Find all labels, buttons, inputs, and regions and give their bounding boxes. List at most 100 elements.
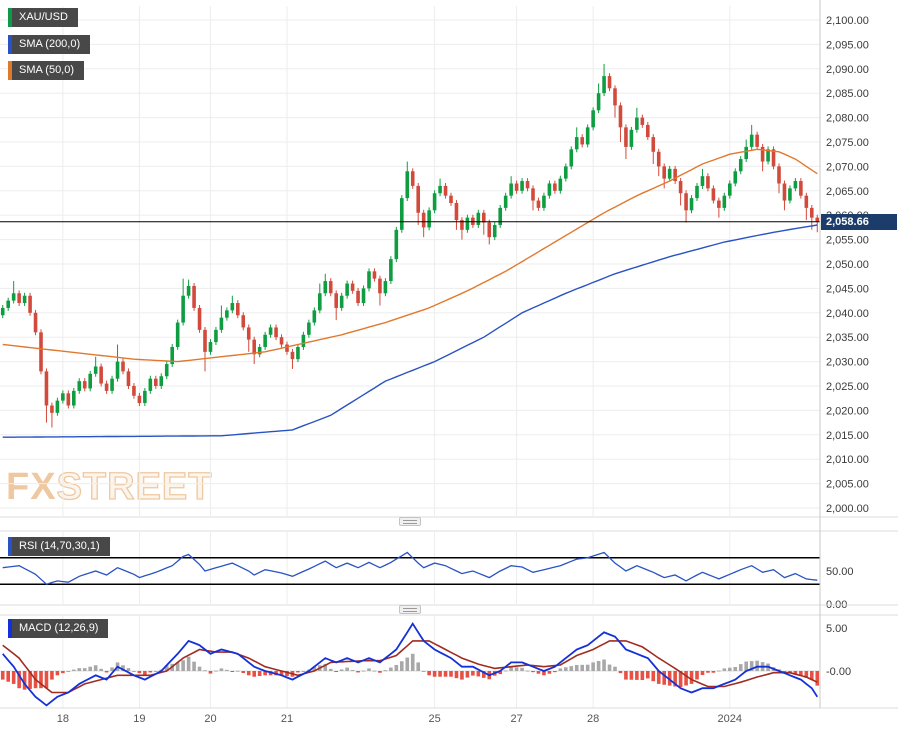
candle [432, 190, 437, 214]
candle [410, 168, 415, 189]
macd-axis-label: -0.00 [826, 666, 851, 678]
time-axis-label: 2024 [718, 713, 742, 725]
candle [613, 85, 617, 118]
candle [722, 192, 727, 211]
sma-50-line [2, 148, 818, 363]
price-axis-label: 2,065.00 [826, 186, 869, 198]
macd-line [2, 622, 819, 707]
candle [99, 363, 103, 387]
candle [449, 192, 453, 206]
candle [405, 161, 410, 202]
candle [525, 178, 530, 192]
candle [246, 324, 251, 352]
candle [700, 168, 705, 189]
candle [192, 283, 196, 311]
candle [749, 124, 754, 150]
price-axis-label: 2,030.00 [826, 357, 869, 369]
candle [591, 107, 595, 131]
sma50-accent-swatch [8, 61, 12, 80]
candle [799, 178, 803, 199]
rsi-axis-label: 50.00 [826, 566, 854, 578]
candle [301, 331, 306, 350]
candle [394, 226, 399, 263]
candle [689, 195, 694, 214]
main-chart-plot-area[interactable] [0, 4, 820, 516]
candle [82, 378, 87, 392]
candle [509, 176, 513, 199]
sma50-legend[interactable]: SMA (50,0) [8, 61, 85, 80]
candle [328, 278, 333, 297]
candle [6, 297, 10, 311]
sma200-legend[interactable]: SMA (200,0) [8, 35, 91, 54]
price-axis-label: 2,015.00 [826, 430, 869, 442]
macd-legend[interactable]: MACD (12,26,9) [8, 619, 109, 638]
candle [815, 214, 820, 233]
candle [629, 126, 634, 150]
time-axis-label: 20 [204, 713, 216, 725]
rsi-legend[interactable]: RSI (14,70,30,1) [8, 537, 110, 556]
candle [219, 305, 224, 333]
sma50-label: SMA (50,0) [19, 64, 75, 76]
symbol-legend[interactable]: XAU/USD [8, 8, 78, 27]
rsi-label: RSI (14,70,30,1) [19, 540, 100, 552]
candle [492, 222, 497, 241]
candle [268, 324, 273, 338]
candle [143, 387, 147, 407]
candle [476, 209, 481, 228]
macd-axis-label: 5.00 [826, 623, 847, 635]
candle [197, 304, 202, 333]
candle [804, 192, 809, 221]
macd-label: MACD (12,26,9) [19, 622, 99, 634]
gridlines [0, 6, 820, 708]
price-axis-label: 2,040.00 [826, 308, 869, 320]
candle [531, 185, 535, 211]
candle [17, 290, 21, 306]
candle [514, 180, 519, 194]
candle [454, 200, 459, 230]
candle [137, 392, 142, 407]
price-axis-label: 2,070.00 [826, 161, 869, 173]
time-axis[interactable] [0, 708, 820, 731]
candle [651, 134, 656, 164]
price-axis-label: 2,085.00 [826, 88, 869, 100]
candle [208, 339, 213, 355]
candle [285, 341, 289, 355]
candle [252, 336, 256, 365]
sma200-accent-swatch [8, 35, 12, 54]
candle [367, 268, 371, 292]
macd-panel-area[interactable] [0, 616, 820, 708]
candle [356, 287, 360, 306]
candle [782, 180, 787, 211]
candle [126, 368, 131, 389]
candle [39, 329, 43, 375]
panel-resize-handle-rsi-macd[interactable] [399, 605, 421, 614]
candle [33, 309, 38, 336]
candle [66, 390, 71, 409]
candle [760, 143, 765, 172]
candle [164, 361, 169, 380]
price-axis-label: 2,025.00 [826, 381, 869, 393]
watermark-fx: FX [6, 466, 57, 508]
candle [307, 319, 311, 338]
candle [175, 319, 180, 350]
panel-resize-handle-main-rsi[interactable] [399, 517, 421, 526]
rsi-panel-area[interactable] [0, 532, 820, 604]
sma-200-line [2, 224, 818, 438]
candle [61, 390, 65, 404]
candle [110, 375, 114, 394]
candle [733, 168, 738, 187]
candle [564, 163, 568, 182]
candle [421, 209, 426, 238]
candle [482, 209, 486, 235]
candle [55, 397, 60, 416]
candle [318, 283, 322, 314]
candle [230, 295, 235, 314]
candle [728, 180, 732, 199]
candle [290, 348, 295, 369]
symbol-accent-swatch [8, 8, 12, 27]
candle [738, 156, 743, 175]
candle [350, 280, 355, 294]
time-axis-labels: 18 19 20 21 25 27 28 2024 [57, 713, 742, 725]
price-axis[interactable] [820, 0, 898, 708]
candle [536, 197, 541, 211]
